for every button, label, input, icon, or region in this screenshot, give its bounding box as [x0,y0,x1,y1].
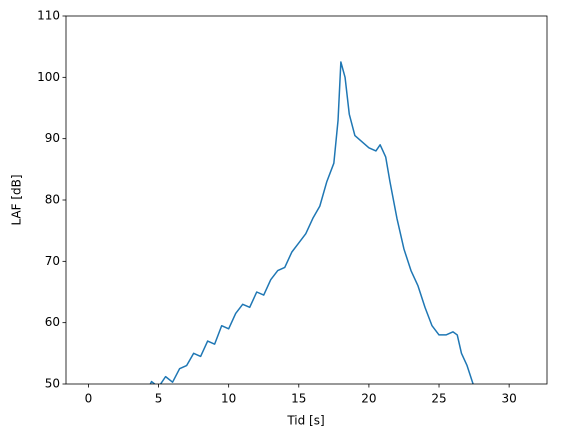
x-tick-label: 0 [85,392,93,406]
y-tick-label: 50 [45,377,60,391]
y-tick-label: 70 [45,254,60,268]
plot-area [149,61,474,384]
y-axis-label: LAF [dB] [10,174,24,225]
x-axis-label: Tid [s] [286,414,324,428]
x-tick-label: 15 [291,392,306,406]
x-tick-label: 5 [155,392,163,406]
y-tick-label: 80 [45,193,60,207]
y-tick-label: 110 [37,9,60,23]
x-tick-label: 30 [501,392,516,406]
y-tick-label: 90 [45,131,60,145]
x-tick-label: 20 [361,392,376,406]
y-tick-label: 100 [37,70,60,84]
y-tick-label: 60 [45,315,60,329]
data-line [149,61,474,384]
axes-frame [65,15,548,385]
x-tick-label: 10 [221,392,236,406]
x-tick-label: 25 [431,392,446,406]
